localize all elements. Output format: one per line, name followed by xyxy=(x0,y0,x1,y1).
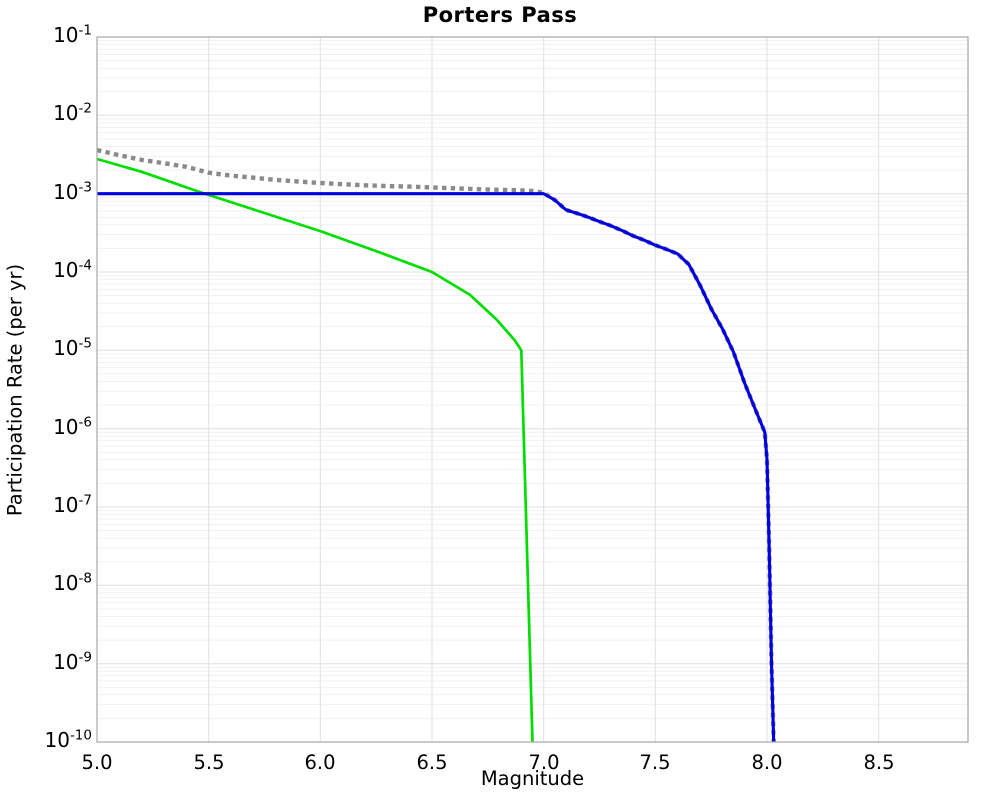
y-tick-label: 10-6 xyxy=(53,414,92,439)
gridlines-minor xyxy=(97,40,968,719)
x-tick-label: 7.0 xyxy=(528,751,560,774)
x-axis-title: Magnitude xyxy=(480,767,585,790)
data-series-lines xyxy=(96,147,776,743)
y-tick-label: 10-4 xyxy=(53,257,92,282)
x-tick-label: 5.5 xyxy=(193,751,225,774)
series-line-green-solid xyxy=(96,157,534,743)
y-tick-label: 10-10 xyxy=(44,727,92,752)
y-tick-label: 10-1 xyxy=(53,22,92,47)
y-tick-label: 10-5 xyxy=(53,335,92,360)
x-tick-label: 5.0 xyxy=(81,751,113,774)
x-tick-label: 8.0 xyxy=(751,751,783,774)
y-tick-label: 10-2 xyxy=(53,100,92,125)
y-tick-label: 10-9 xyxy=(53,649,92,674)
x-tick-label: 6.0 xyxy=(304,751,336,774)
x-tick-label: 8.5 xyxy=(863,751,895,774)
x-tick-label: 7.5 xyxy=(639,751,671,774)
series-line-blue-solid xyxy=(97,192,776,743)
y-tick-label: 10-7 xyxy=(53,492,92,517)
x-tick-label: 6.5 xyxy=(416,751,448,774)
gridlines-major xyxy=(96,36,968,743)
y-axis-title: Participation Rate (per yr) xyxy=(3,263,27,517)
y-tick-label: 10-8 xyxy=(53,570,92,595)
chart-title: Porters Pass xyxy=(422,3,578,27)
plot-border xyxy=(96,36,969,743)
y-tick-label: 10-3 xyxy=(53,179,92,204)
